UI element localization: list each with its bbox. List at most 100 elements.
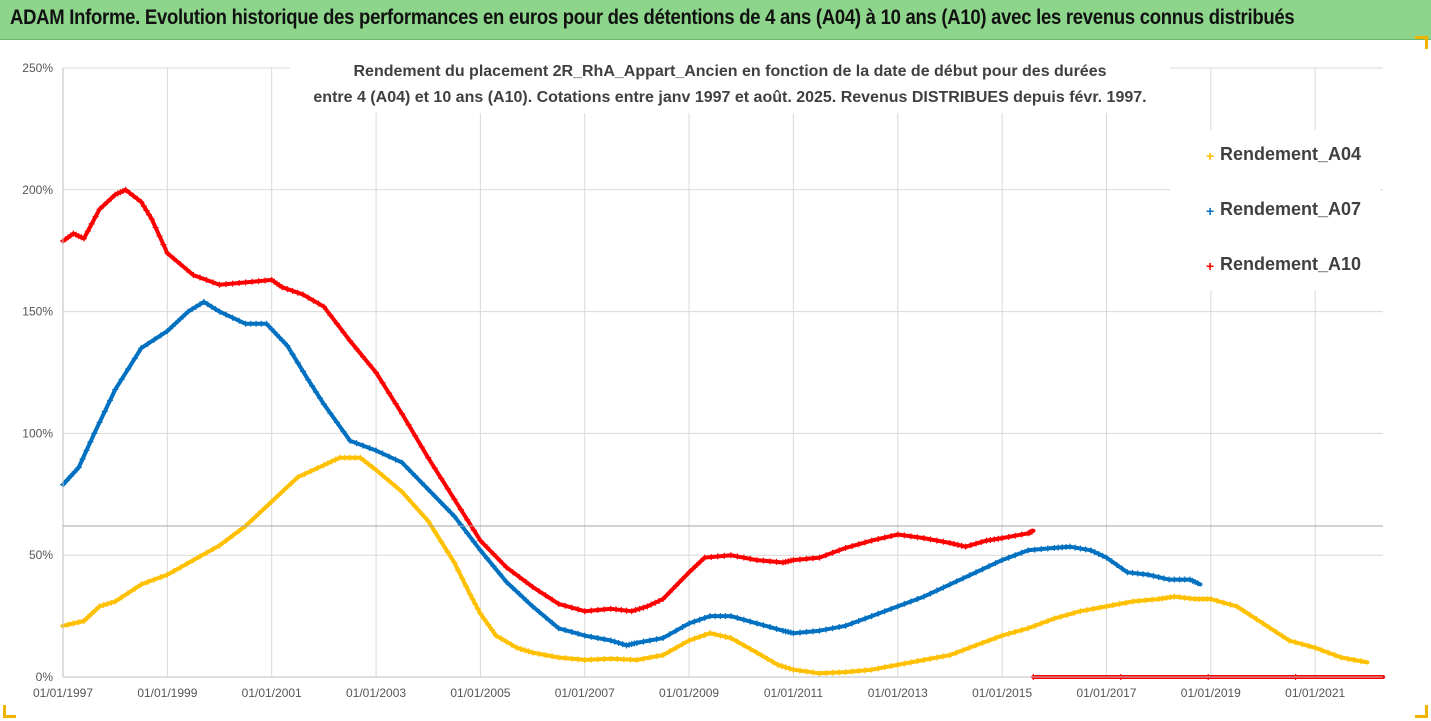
series-point-marker [673,627,680,634]
series-point-marker [1057,613,1064,620]
series-point-marker [177,261,184,268]
series-point-marker [1240,607,1247,614]
series-point-marker [849,620,856,627]
series-point-marker [366,445,373,452]
series-point-marker [1082,546,1089,553]
series-point-marker [782,664,789,671]
series-point-marker [549,596,556,603]
series-point-marker [353,345,360,352]
series-point-marker [631,640,638,647]
series-point-marker [365,460,372,467]
series-point-marker [766,624,773,631]
series-point-marker [305,294,312,301]
series-point-marker [601,606,608,613]
series-point-marker [75,464,82,471]
series-point-marker [431,493,438,500]
series-point-marker [1159,595,1166,602]
series-point-marker [170,255,177,262]
series-point-marker [333,320,340,327]
series-point-marker [1113,561,1120,568]
series-point-marker [991,536,998,543]
series-point-marker [386,477,393,484]
series-point-marker [412,432,419,439]
series-point-marker [992,635,999,642]
series-point-marker [888,533,895,540]
series-point-marker [575,656,582,663]
series-point-marker [138,581,145,588]
series-point-marker [1273,628,1280,635]
series-point-marker [1018,531,1025,538]
series-point-marker [138,198,145,205]
series-point-marker [134,195,141,202]
series-point-marker [1181,576,1188,583]
series-point-marker [223,311,230,318]
series-point-marker [782,558,789,565]
series-point-marker [118,376,125,383]
series-point-marker [346,437,353,444]
series-point-marker [1325,649,1332,656]
series-point-marker [180,313,186,320]
series-point-marker [588,607,595,614]
performance-line-chart: 0% 50% 100% 150% 200% 250% 01/01/1997 01/01/199… [22,61,1385,700]
series-point-marker [562,602,569,609]
series-point-marker [785,628,792,635]
series-point-marker [75,233,82,240]
series-point-marker [686,569,693,576]
series-point-marker [1108,558,1115,565]
series-point-marker [862,615,869,622]
series-point-marker [1044,545,1051,552]
series-point-marker [933,537,940,544]
series-point-marker [332,456,339,463]
series-point-marker [474,605,481,612]
series-point-marker [999,535,1006,542]
series-point-marker [1253,616,1260,623]
series-point-marker [640,638,647,645]
series-point-marker [914,596,921,603]
series-point-marker [914,658,921,665]
series-point-marker [656,597,663,604]
series-point-marker [920,593,927,600]
series-point-marker [70,620,77,627]
series-point-marker [405,466,412,473]
series-point-marker [151,576,158,583]
series-point-marker [1136,597,1143,604]
series-point-marker [620,656,627,663]
series-point-marker [477,547,484,554]
series-point-marker [118,594,125,601]
series-point-marker [190,557,197,564]
series-point-marker [1155,596,1162,603]
x-tick-label: 01/01/2017 [1076,686,1136,700]
series-point-marker [1026,529,1033,536]
series-point-marker [701,554,708,561]
series-point-marker [324,460,331,467]
legend-marker-a04: + [1206,148,1215,164]
series-point-marker [263,320,270,327]
series-point-marker [1189,577,1196,584]
series-point-marker [829,549,836,556]
series-point-marker [236,527,243,534]
series-point-marker [327,312,334,319]
series-point-marker [144,578,151,585]
series-point-marker [1083,607,1090,614]
series-point-marker [236,317,243,324]
series-point-marker [273,331,280,338]
series-point-marker [640,655,647,662]
series-point-marker [773,558,780,565]
series-point-marker [594,635,601,642]
series-point-marker [1018,627,1025,634]
series-point-marker [451,513,458,520]
series-point-marker [1312,644,1319,651]
series-point-marker [92,607,99,614]
series-point-marker [999,557,1006,564]
series-point-marker [933,587,940,594]
series-point-marker [1160,575,1167,582]
series-point-marker [722,613,729,620]
series-point-marker [210,279,216,286]
series-point-marker [249,278,256,285]
series-point-marker [644,603,651,610]
series-point-marker [242,320,249,327]
series-point-marker [1186,595,1193,602]
series-point-marker [444,485,451,492]
series-point-marker [747,555,754,562]
x-tick-label: 01/01/2015 [972,686,1032,700]
